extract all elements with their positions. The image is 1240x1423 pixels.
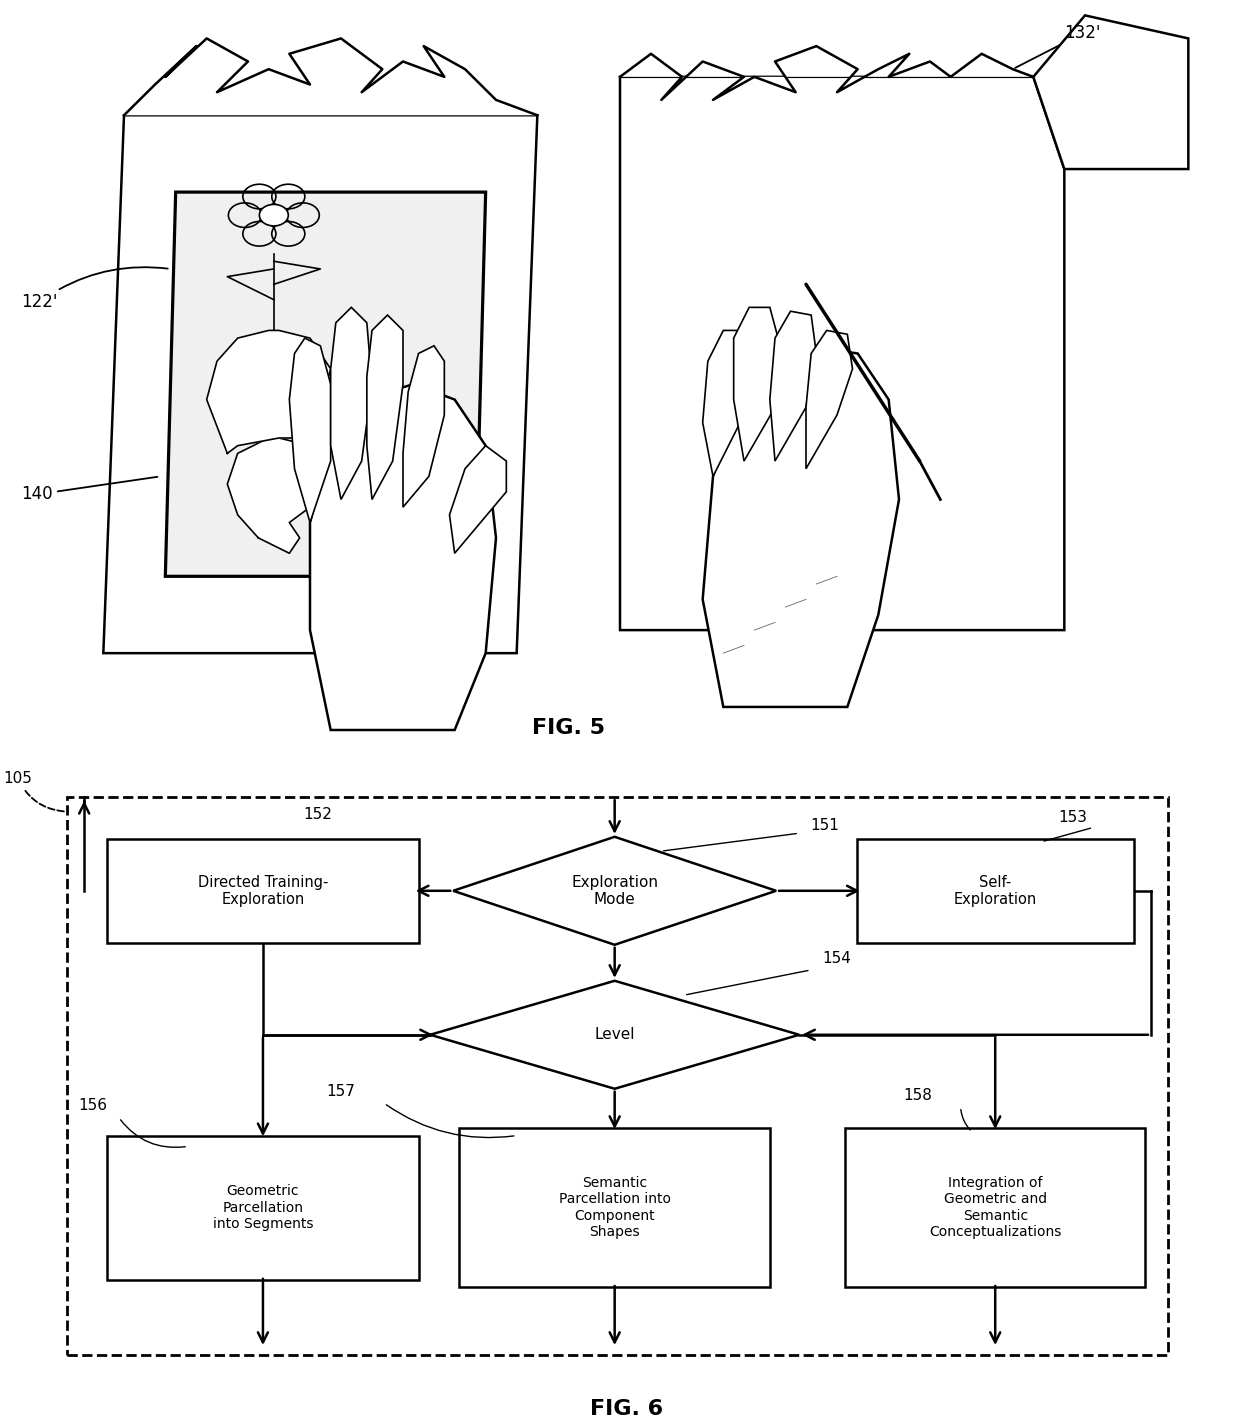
- FancyBboxPatch shape: [459, 1128, 770, 1286]
- Text: 158: 158: [903, 1087, 931, 1103]
- Text: 132': 132': [1016, 24, 1101, 68]
- Polygon shape: [454, 837, 776, 945]
- Polygon shape: [1033, 16, 1188, 169]
- Polygon shape: [124, 38, 537, 115]
- Text: Exploration
Mode: Exploration Mode: [572, 875, 658, 906]
- Polygon shape: [403, 346, 444, 507]
- Text: 156: 156: [78, 1099, 108, 1113]
- Circle shape: [259, 205, 288, 226]
- Polygon shape: [734, 307, 780, 461]
- Polygon shape: [103, 115, 537, 653]
- Text: Integration of
Geometric and
Semantic
Conceptualizations: Integration of Geometric and Semantic Co…: [929, 1177, 1061, 1239]
- Text: 153: 153: [1059, 811, 1087, 825]
- Polygon shape: [620, 77, 1064, 630]
- Polygon shape: [310, 384, 496, 730]
- Text: FIG. 6: FIG. 6: [590, 1399, 662, 1419]
- Text: 154: 154: [822, 951, 851, 966]
- Text: 105: 105: [4, 771, 64, 811]
- Polygon shape: [770, 312, 816, 461]
- Polygon shape: [449, 445, 506, 554]
- Text: 140: 140: [21, 477, 157, 504]
- Text: Semantic
Parcellation into
Component
Shapes: Semantic Parcellation into Component Sha…: [559, 1177, 671, 1239]
- FancyBboxPatch shape: [846, 1128, 1146, 1286]
- Polygon shape: [703, 346, 899, 707]
- Polygon shape: [806, 330, 853, 468]
- Polygon shape: [227, 438, 320, 554]
- Text: 152: 152: [304, 807, 332, 822]
- Polygon shape: [165, 192, 486, 576]
- Text: Geometric
Parcellation
into Segments: Geometric Parcellation into Segments: [213, 1184, 314, 1231]
- FancyBboxPatch shape: [108, 1136, 419, 1279]
- Polygon shape: [703, 330, 749, 477]
- Text: 157: 157: [326, 1084, 355, 1099]
- Text: Level: Level: [594, 1027, 635, 1042]
- FancyBboxPatch shape: [108, 838, 419, 943]
- Polygon shape: [289, 339, 331, 522]
- Polygon shape: [331, 307, 372, 499]
- Polygon shape: [367, 314, 403, 499]
- Text: 151: 151: [811, 818, 839, 832]
- Text: FIG. 5: FIG. 5: [532, 717, 605, 737]
- Text: 122': 122': [21, 268, 167, 312]
- Polygon shape: [430, 980, 800, 1089]
- Polygon shape: [207, 330, 331, 454]
- FancyBboxPatch shape: [857, 838, 1133, 943]
- Polygon shape: [620, 46, 1033, 100]
- Text: Directed Training-
Exploration: Directed Training- Exploration: [197, 875, 329, 906]
- Text: Self-
Exploration: Self- Exploration: [954, 875, 1037, 906]
